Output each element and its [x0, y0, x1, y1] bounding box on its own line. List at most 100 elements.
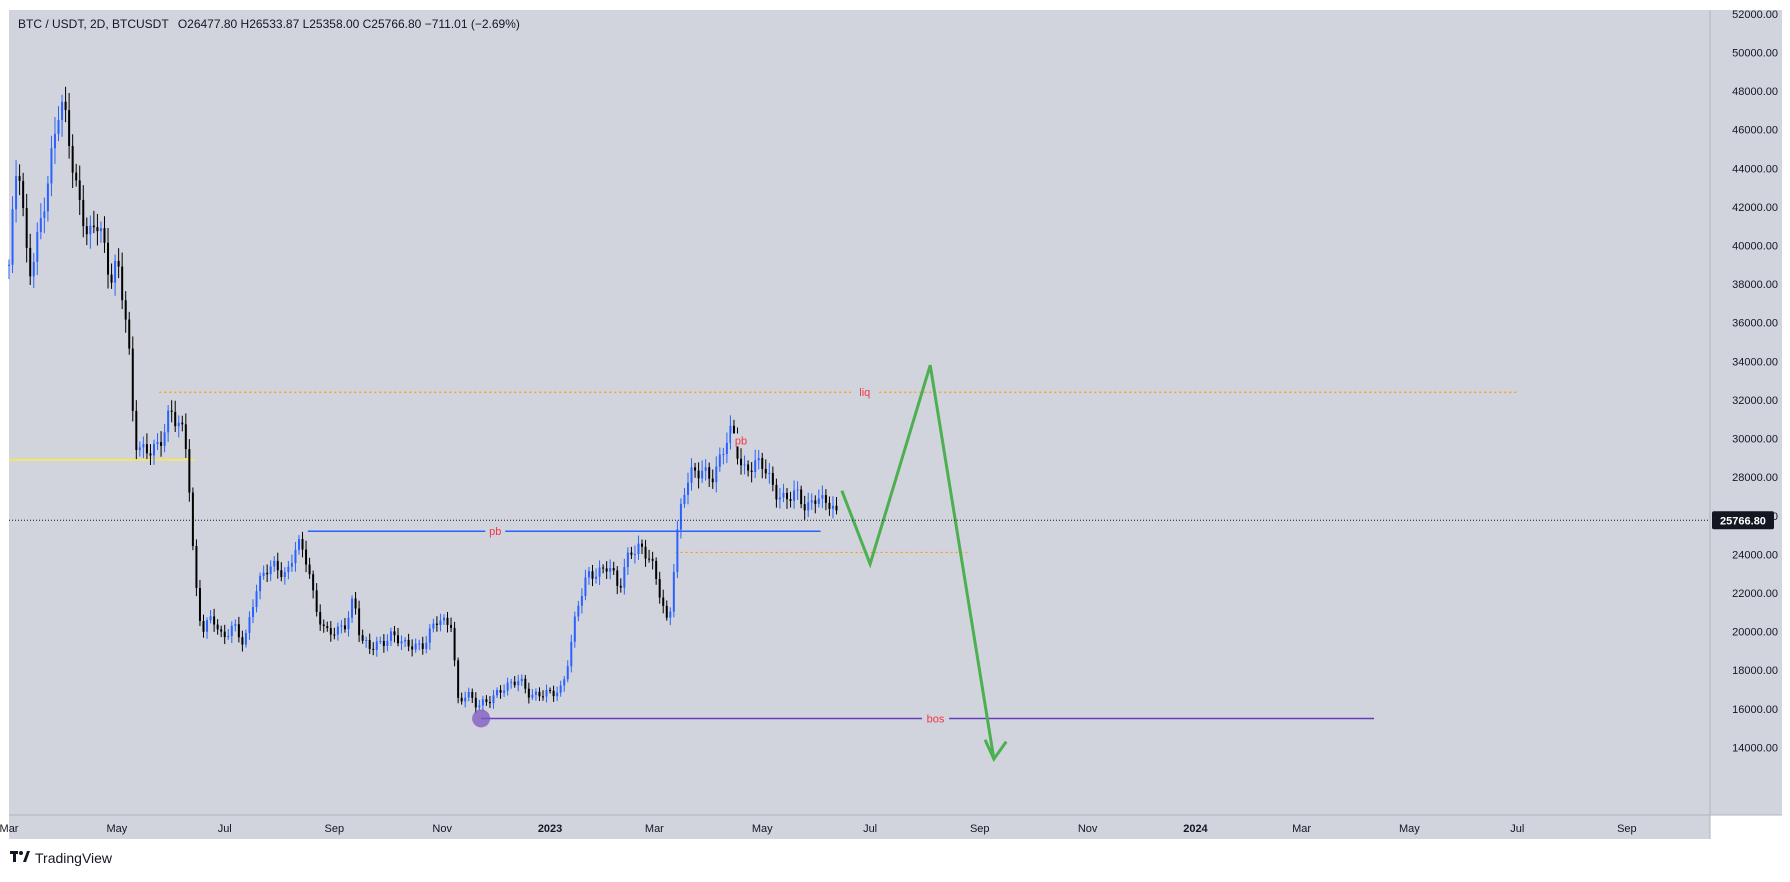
candle-body	[202, 620, 205, 632]
candle-body	[386, 640, 389, 646]
candle-body	[655, 560, 658, 580]
price-tick-label: 24000.00	[1732, 549, 1778, 561]
candle-body	[782, 492, 785, 498]
price-tick-label: 46000.00	[1732, 125, 1778, 137]
annotation-bos[interactable]: bos	[927, 713, 945, 725]
candle-body	[181, 422, 184, 425]
candle-body	[68, 110, 71, 146]
candle-body	[301, 539, 304, 550]
candle-body	[340, 625, 343, 627]
candle-body	[8, 264, 10, 266]
time-tick-label: Jul	[863, 823, 877, 835]
bos-origin-marker[interactable]	[472, 709, 491, 728]
candle-body	[789, 499, 792, 501]
candle-body	[333, 634, 336, 636]
candle-body	[644, 546, 647, 559]
candle-body	[234, 624, 237, 626]
candle-body	[99, 228, 102, 232]
price-tick-label: 20000.00	[1732, 627, 1778, 639]
candle-body	[580, 595, 583, 606]
annotations: liq pb bos pb	[472, 385, 950, 728]
annotation-liq[interactable]: liq	[859, 387, 870, 399]
candle-body	[835, 505, 838, 511]
candle-body	[397, 635, 400, 644]
time-tick-label: May	[1399, 823, 1420, 835]
candle-body	[471, 691, 474, 698]
symbol-header: BTC / USDT, 2D, BTCUSDT O26477.80 H26533…	[18, 17, 520, 31]
candle-body	[439, 620, 442, 625]
candle-body	[404, 639, 407, 642]
price-tick-label: 28000.00	[1732, 472, 1778, 484]
annotation-pb[interactable]: pb	[489, 526, 501, 538]
price-tick-label: 48000.00	[1732, 86, 1778, 98]
time-tick-label: Mar	[1292, 823, 1311, 835]
candle-body	[230, 625, 233, 637]
candle-body	[669, 611, 672, 618]
forecast-zigzag[interactable]	[840, 364, 996, 760]
candle-body	[142, 444, 145, 448]
candle-body	[110, 274, 113, 283]
candle-body	[319, 611, 322, 625]
candle-body	[552, 690, 555, 697]
candle-body	[732, 425, 735, 436]
candle-body	[821, 495, 824, 499]
candle-body	[389, 631, 392, 641]
price-axis-ticks: 14000.00 16000.00 18000.00 20000.00 22000.00…	[1732, 9, 1778, 755]
candle-body	[488, 701, 491, 704]
candle-body	[269, 566, 272, 575]
annotation-bg	[485, 524, 506, 538]
annotation-pb[interactable]: pb	[735, 435, 747, 447]
candle-body	[124, 300, 127, 320]
candle-body	[740, 458, 743, 466]
candle-body	[556, 692, 559, 697]
candle-body	[697, 470, 700, 479]
candle-body	[598, 567, 601, 577]
candle-body	[372, 648, 375, 650]
candle-body	[800, 489, 803, 505]
candle-body	[103, 228, 106, 243]
candle-body	[326, 625, 329, 629]
candle-body	[538, 691, 541, 697]
candle-body	[679, 503, 682, 530]
time-axis-background[interactable]	[9, 815, 1710, 839]
price-tick-label: 50000.00	[1732, 47, 1778, 59]
candle-body	[312, 574, 315, 591]
candle-body	[524, 678, 527, 689]
candle-body	[18, 176, 21, 181]
candle-body	[492, 695, 495, 704]
candle-body	[280, 570, 283, 578]
candle-body	[612, 567, 615, 571]
candle-body	[117, 260, 120, 267]
candle-body	[481, 699, 484, 706]
time-tick-label: Sep	[325, 823, 345, 835]
price-tick-label: 40000.00	[1732, 241, 1778, 253]
forecast-path	[840, 364, 1008, 763]
candle-body	[725, 442, 728, 455]
last-price-marker: 25766.80	[9, 511, 1774, 530]
candle-body	[407, 639, 410, 647]
candle-body	[722, 454, 725, 456]
plot-background[interactable]	[9, 10, 1710, 815]
candle-body	[308, 564, 311, 575]
candle-body	[29, 247, 32, 277]
candle-body	[379, 640, 382, 642]
candle-body	[89, 225, 92, 235]
candle-body	[354, 598, 357, 609]
time-tick-label: May	[752, 823, 773, 835]
candle-body	[442, 617, 445, 621]
candle-body	[167, 410, 170, 433]
candle-body	[259, 575, 262, 592]
price-tick-label: 32000.00	[1732, 395, 1778, 407]
candle-body	[393, 631, 396, 636]
candle-body	[683, 494, 686, 504]
candle-body	[358, 608, 361, 636]
candle-body	[796, 489, 799, 491]
price-axis-background[interactable]	[1710, 10, 1782, 815]
tradingview-watermark[interactable]: TradingView	[10, 850, 112, 866]
candle-body	[138, 447, 141, 451]
symbol-label[interactable]: BTC / USDT, 2D, BTCUSDT	[18, 17, 169, 31]
candle-body	[637, 543, 640, 555]
candle-body	[464, 697, 467, 702]
candle-body	[810, 500, 813, 503]
